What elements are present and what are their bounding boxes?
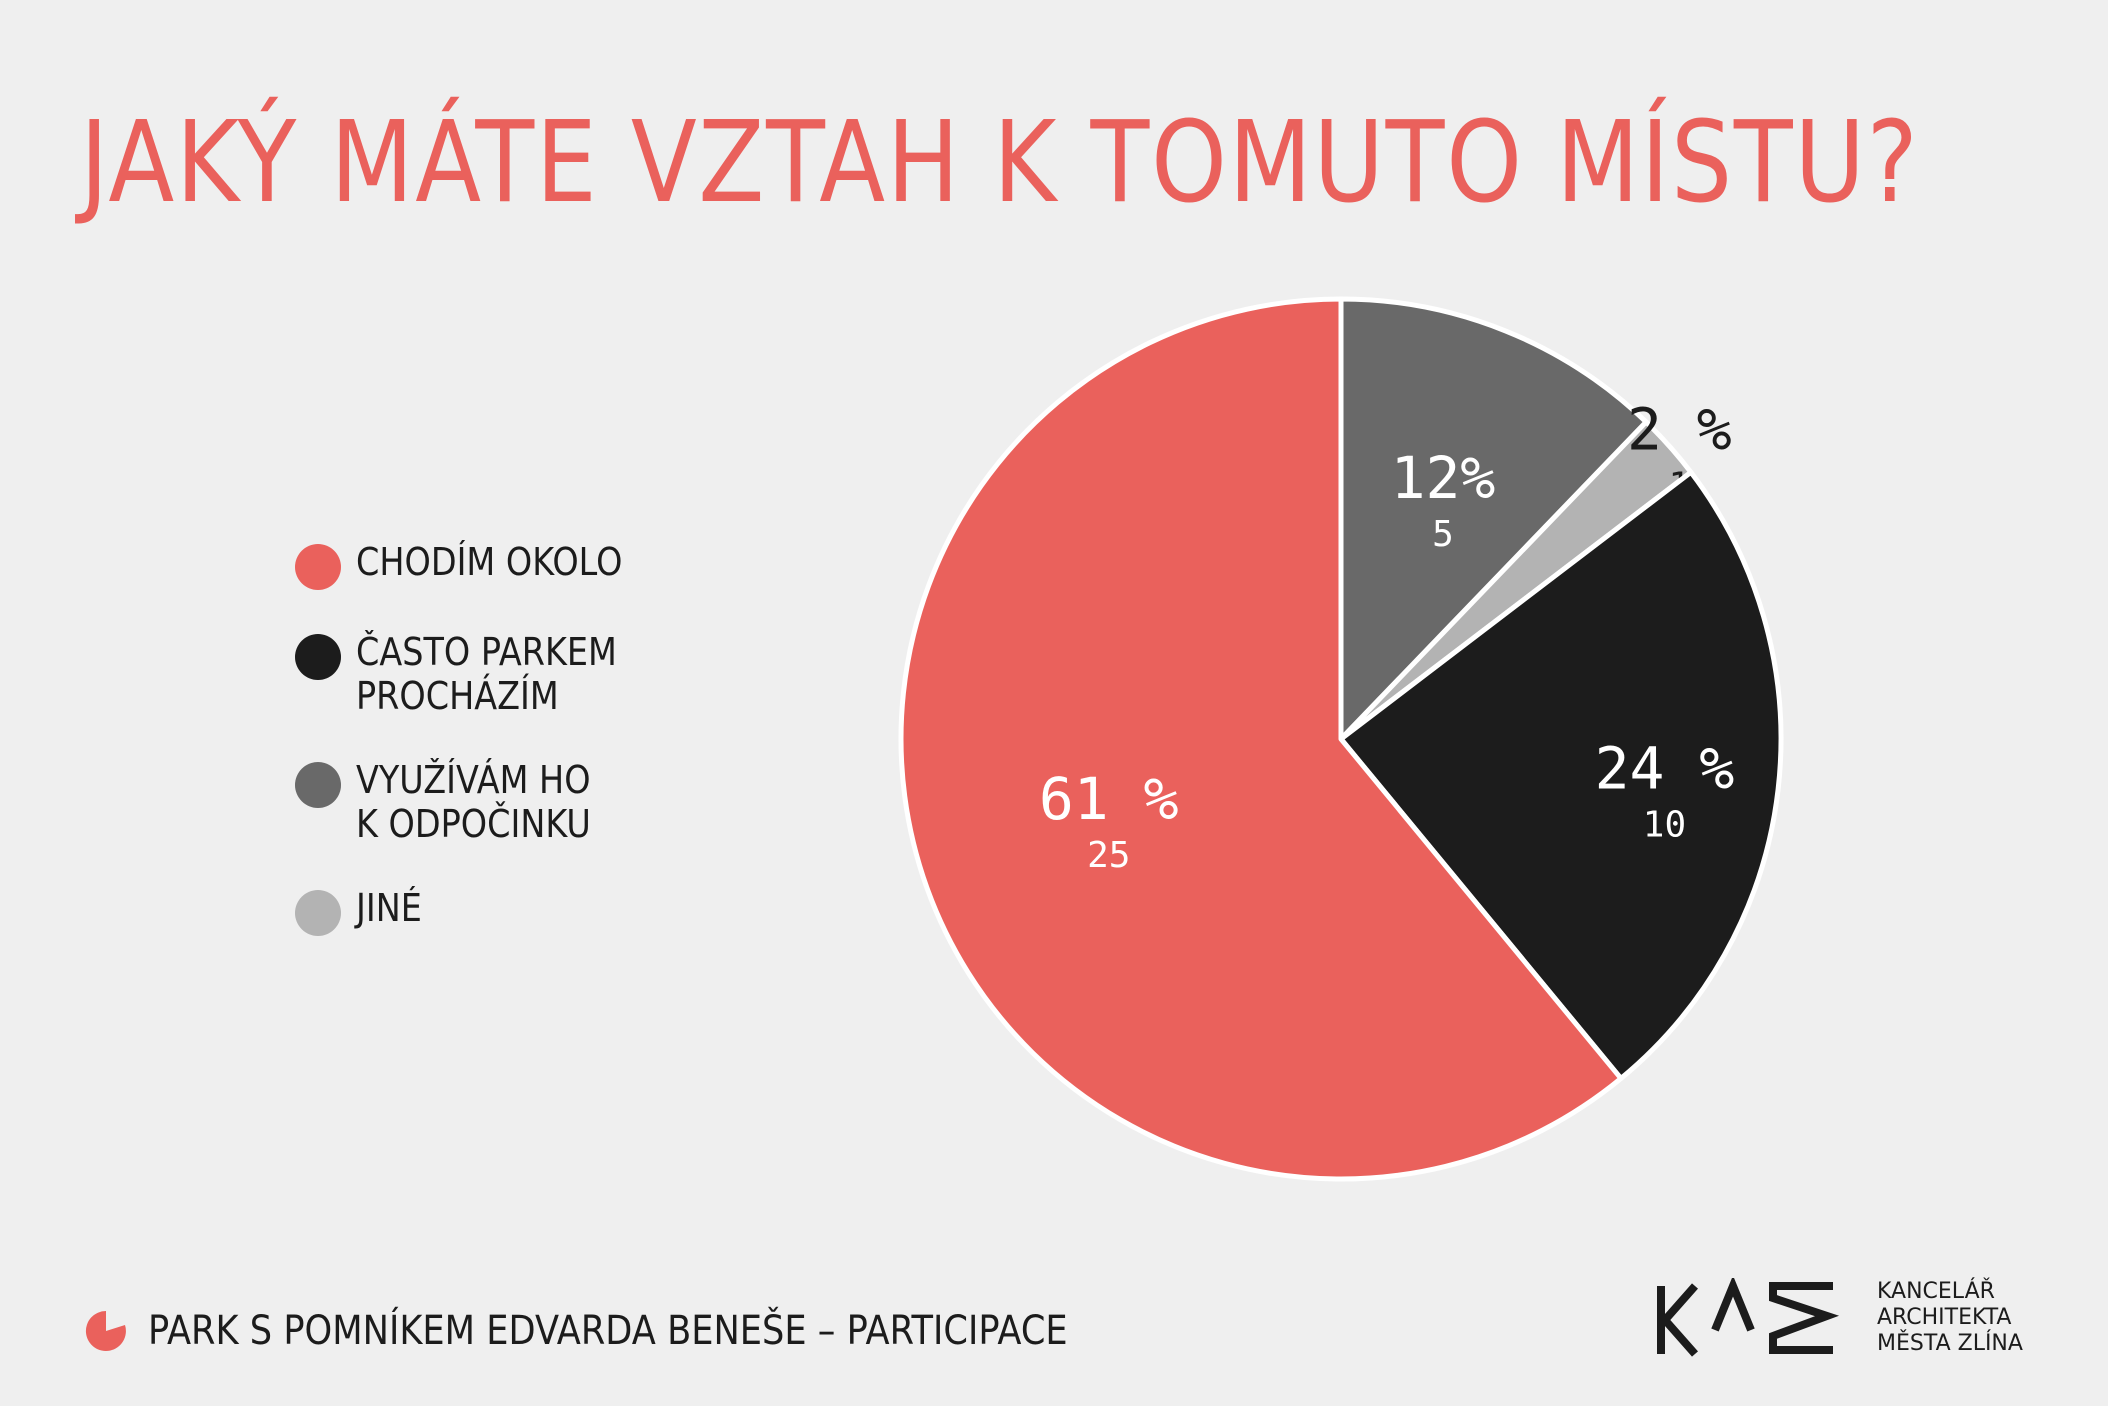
legend-swatch [295,762,341,808]
slice-count-label: 5 [1432,514,1454,555]
legend-label: ČASTO PARKEM PROCHÁZÍM [356,630,617,718]
legend-swatch [295,634,341,680]
slice-percent-label: 61 % [1039,765,1179,833]
legend-label: CHODÍM OKOLO [356,540,623,584]
legend-swatch [295,890,341,936]
pie-slice [1338,469,1784,1081]
pie-slice [1338,296,1649,742]
slice-percent-label: 12% [1391,444,1496,512]
legend-swatch [295,544,341,590]
slice-count-label: 25 [1087,835,1130,876]
legend-item-jine: JINÉ [295,886,795,936]
logo-text: KANCELÁŘ ARCHITEKTA MĚSTA ZLÍNA [1877,1279,2023,1356]
logo: KANCELÁŘ ARCHITEKTA MĚSTA ZLÍNA [1655,1278,2023,1358]
legend-label: JINÉ [356,886,422,930]
footer: PARK S POMNÍKEM EDVARDA BENEŠE – PARTICI… [84,1308,1193,1354]
kam-logo-icon [1657,1278,1840,1357]
slice-percent-label: 24 % [1595,734,1735,802]
slice-percent-label: 2 % [1627,395,1732,463]
chart-title: JAKÝ MÁTE VZTAH K TOMUTO MÍSTU? [80,98,1920,228]
legend-item-chodim-okolo: CHODÍM OKOLO [295,540,795,590]
legend-label: VYUŽÍVÁM HO K ODPOČINKU [356,758,591,846]
pie-slice [898,296,1624,1182]
pie-icon [85,1310,126,1351]
footer-text: PARK S POMNÍKEM EDVARDA BENEŠE – PARTICI… [148,1308,1068,1354]
slice-count-label: 10 [1643,804,1686,845]
legend-item-casto-parkem: ČASTO PARKEM PROCHÁZÍM [295,630,795,718]
legend-item-vyuzivam: VYUŽÍVÁM HO K ODPOČINKU [295,758,795,846]
